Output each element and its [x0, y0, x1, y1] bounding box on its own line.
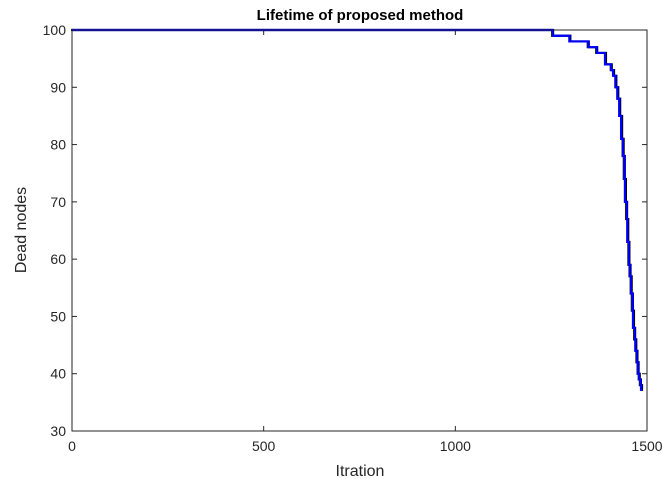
plot-area-frame: [71, 29, 648, 432]
x-tick-label: 1500: [631, 438, 662, 454]
y-axis-label: Dead nodes: [13, 187, 30, 273]
series-line: [71, 28, 643, 391]
series-line-shadow: [72, 28, 644, 391]
y-tick-label: 40: [50, 366, 66, 382]
x-tick-label: 0: [68, 438, 76, 454]
y-tick-label: 100: [43, 22, 67, 38]
y-tick-label: 70: [50, 194, 66, 210]
y-tick-label: 30: [50, 423, 66, 439]
x-tick-label: 500: [252, 438, 276, 454]
chart-title: Lifetime of proposed method: [257, 7, 464, 24]
x-tick-label: 1000: [440, 438, 471, 454]
y-tick-label: 60: [50, 251, 66, 267]
x-axis-ticks: 0 500 1000 1500: [68, 30, 662, 454]
series-layer: [71, 28, 644, 391]
y-tick-label: 80: [50, 137, 66, 153]
y-axis-ticks: 30 40 50 60 70 80 90 100: [43, 22, 647, 439]
x-axis-label: Itration: [336, 463, 385, 479]
y-tick-label: 50: [50, 308, 66, 324]
y-tick-label: 90: [50, 79, 66, 95]
